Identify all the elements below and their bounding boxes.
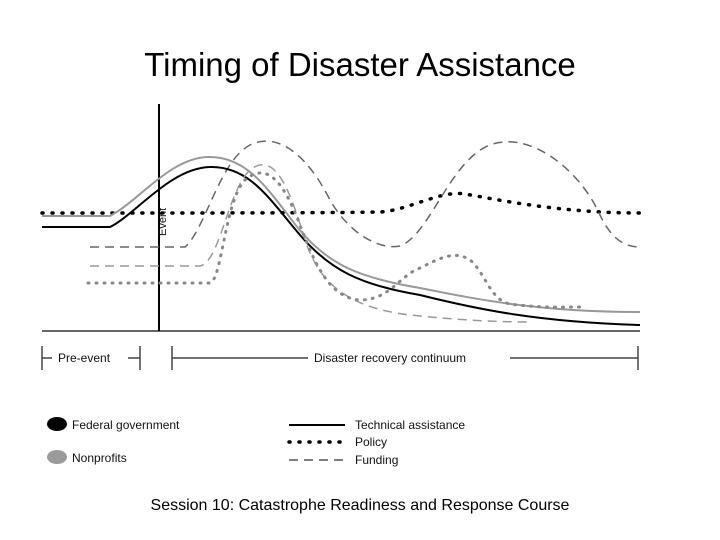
federal-technical-assistance-curve — [42, 165, 641, 326]
timeline: Pre-event Disaster recovery continuum — [41, 346, 639, 370]
nonprofit-funding-curve — [90, 164, 531, 323]
nonprofits-marker — [47, 450, 67, 464]
legend-technical-assistance: Technical assistance — [355, 418, 465, 432]
legend-funding: Funding — [355, 453, 398, 467]
federal-policy-curve — [40, 191, 642, 215]
recovery-continuum-label: Disaster recovery continuum — [314, 351, 466, 365]
federal-government-marker — [47, 417, 67, 431]
nonprofit-policy-curve — [86, 171, 582, 309]
federal-funding-curve — [90, 140, 641, 248]
legend-federal-government: Federal government — [72, 418, 180, 432]
legend-nonprofits: Nonprofits — [72, 451, 127, 465]
legend: Federal government Nonprofits Technical … — [47, 417, 465, 467]
nonprofit-technical-assistance-curve — [42, 155, 641, 313]
pre-event-label: Pre-event — [58, 351, 111, 365]
legend-policy: Policy — [355, 435, 387, 449]
footer-caption: Session 10: Catastrophe Readiness and Re… — [150, 497, 570, 514]
event-label: Event — [157, 208, 169, 236]
slide-title: Timing of Disaster Assistance — [144, 46, 576, 83]
